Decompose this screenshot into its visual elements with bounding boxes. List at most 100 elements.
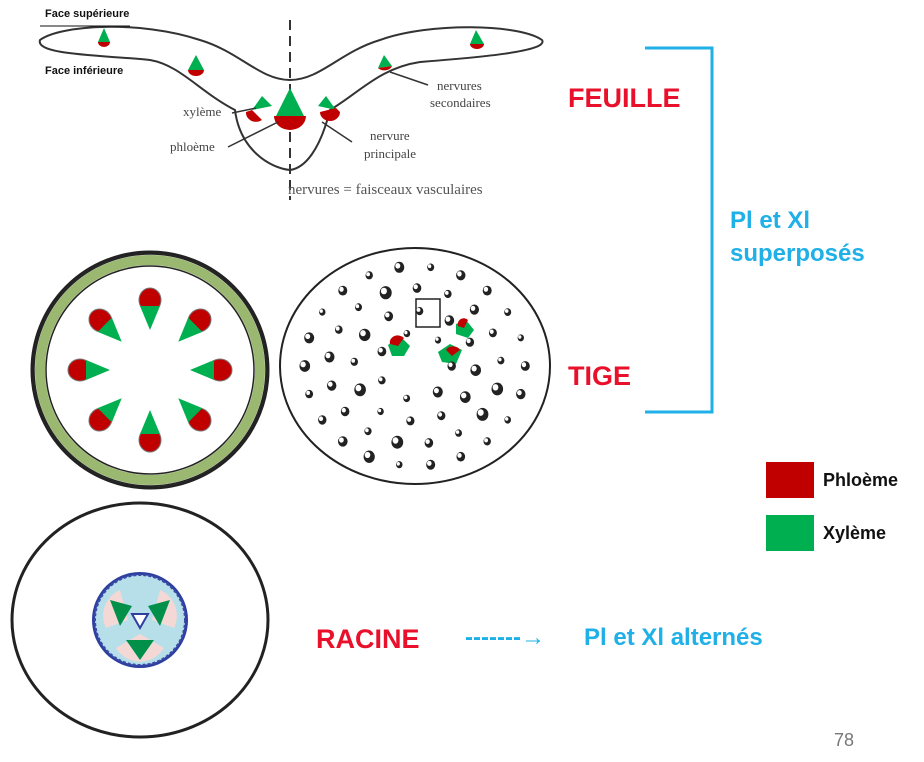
leaf-bundle-4 (470, 30, 484, 49)
stem-dicot (30, 250, 270, 490)
label-tige: TIGE (568, 361, 632, 391)
stem-bundle (178, 308, 212, 342)
mono-bundle-dot-highlight (380, 287, 387, 295)
label-nervures: nervures (437, 78, 482, 93)
stem-bundles (67, 287, 233, 453)
mono-bundle-dot-highlight (457, 271, 462, 277)
leaf-bundle-right (318, 96, 340, 121)
mono-bundle-dot-highlight (385, 312, 390, 318)
legend-xyleme-swatch (766, 515, 814, 551)
mono-bundle-dot-highlight (413, 284, 418, 290)
mono-bundle-dot-highlight (521, 362, 527, 368)
mono-bundle-dot-highlight (341, 407, 346, 413)
root-section (10, 501, 270, 739)
stem-bundle (67, 358, 110, 382)
mono-bundle-dot-highlight (445, 316, 451, 322)
legend-phloeme-swatch (766, 462, 814, 498)
label-phloeme: phloème (170, 139, 215, 154)
mono-bundle-dot-highlight (365, 428, 369, 433)
stem-bundle (88, 398, 122, 432)
mono-bundle-dot-highlight (355, 304, 360, 309)
mono-bundle-dot-highlight (425, 439, 430, 444)
leaf-bundle-1 (98, 28, 110, 47)
mono-bundle-dot-highlight (477, 409, 484, 416)
mono-bundle-dot-highlight (355, 384, 362, 392)
mono-bundle-dot-highlight (484, 438, 488, 443)
mono-bundle-dot-highlight (339, 437, 344, 443)
mono-bundle-dot-highlight (492, 384, 499, 391)
label-nervure: nervure (370, 128, 410, 143)
stem-bundle (178, 398, 212, 432)
mono-bundle-dot-highlight (378, 347, 383, 353)
mono-bundle-dot-highlight (435, 337, 439, 341)
mono-bundle-dot-highlight (438, 412, 443, 417)
legend-xyleme-label: Xylème (823, 523, 887, 543)
leaf-caption: nervures = faisceaux vasculaires (288, 182, 483, 198)
page-number: 78 (834, 730, 855, 750)
mono-bundle-dot-highlight (471, 365, 477, 372)
label-face-superieure: Face supérieure (45, 8, 130, 20)
legend-phloeme-label: Phloème (823, 470, 899, 490)
mono-bundle-dot-highlight (498, 357, 502, 362)
mono-bundle-dot-highlight (300, 361, 306, 368)
leaf-bundle-main (274, 88, 306, 130)
bracket (645, 46, 714, 414)
mono-bundle-dot-highlight (416, 307, 421, 312)
mono-bundle-dot-highlight (445, 290, 449, 295)
root-xylem-2 (148, 600, 170, 626)
mono-bundle-dot-highlight (364, 451, 371, 459)
mono-bundle-3 (438, 344, 462, 364)
mono-bundle-dot-highlight (433, 387, 439, 394)
mono-bundle-dot-highlight (427, 264, 432, 269)
mono-bundle-dot-highlight (457, 453, 462, 458)
stem-monocot (279, 247, 551, 485)
mono-bundle-dot-highlight (319, 309, 323, 313)
label-face-inferieure: Face inférieure (45, 65, 124, 77)
mono-bundle-dot-highlight (306, 390, 310, 395)
mono-bundle-dot-highlight (378, 377, 383, 382)
mono-bundle-dot-highlight (448, 362, 453, 368)
mono-bundle-dot-highlight (392, 437, 399, 444)
root-xylem-3 (126, 640, 154, 660)
mono-bundle-dot-highlight (407, 417, 412, 422)
mono-bundle-dot-highlight (395, 263, 401, 269)
label-racine: RACINE (316, 624, 420, 654)
mono-bundle-dot-highlight (351, 358, 356, 363)
mono-bundle-dot-highlight (396, 462, 400, 466)
label-pl-xl-1: Pl et Xl (730, 207, 811, 234)
label-secondaires: secondaires (430, 95, 491, 110)
mono-bundle-1 (388, 335, 410, 356)
stem-bundle (190, 358, 233, 382)
mono-bundle-dot-highlight (378, 408, 382, 413)
mono-bundle-dot-highlight (325, 352, 331, 359)
mono-bundle-dot-highlight (489, 329, 494, 334)
mono-bundle-dot-highlight (504, 309, 509, 313)
mono-bundle-dot-highlight (470, 305, 476, 311)
mono-bundle-dot-highlight (505, 417, 509, 421)
label-superposes: superposés (730, 240, 865, 267)
mono-bundle-dot-highlight (360, 330, 366, 337)
label-xyleme: xylème (183, 104, 222, 119)
mono-bundle-dot-highlight (455, 430, 460, 434)
mono-bundle-dot-highlight (466, 338, 471, 344)
mono-bundle-dot-highlight (318, 416, 324, 422)
mono-bundle-dot-highlight (335, 326, 340, 331)
leaf-bundle-left (245, 96, 272, 122)
mono-bundle-dot-highlight (339, 286, 344, 292)
leaf-bundle-3 (378, 55, 392, 71)
stem-bundle (88, 308, 122, 342)
stem-bundle (138, 410, 162, 453)
mono-bundle-dot-highlight (427, 460, 432, 466)
mono-bundle-dot-highlight (305, 333, 311, 340)
mono-bundle-dot-highlight (483, 286, 489, 292)
leaf-bundle-2 (188, 55, 204, 76)
root-xylem-1 (110, 600, 132, 626)
monocot-scattered-bundles (299, 261, 530, 470)
mono-bundle-dot-highlight (404, 395, 408, 400)
label-principale: principale (364, 146, 416, 161)
zoom-box (415, 298, 441, 328)
mono-bundle-2 (456, 318, 474, 338)
mono-bundle-dot-highlight (517, 390, 522, 396)
leaf-section (38, 20, 544, 200)
